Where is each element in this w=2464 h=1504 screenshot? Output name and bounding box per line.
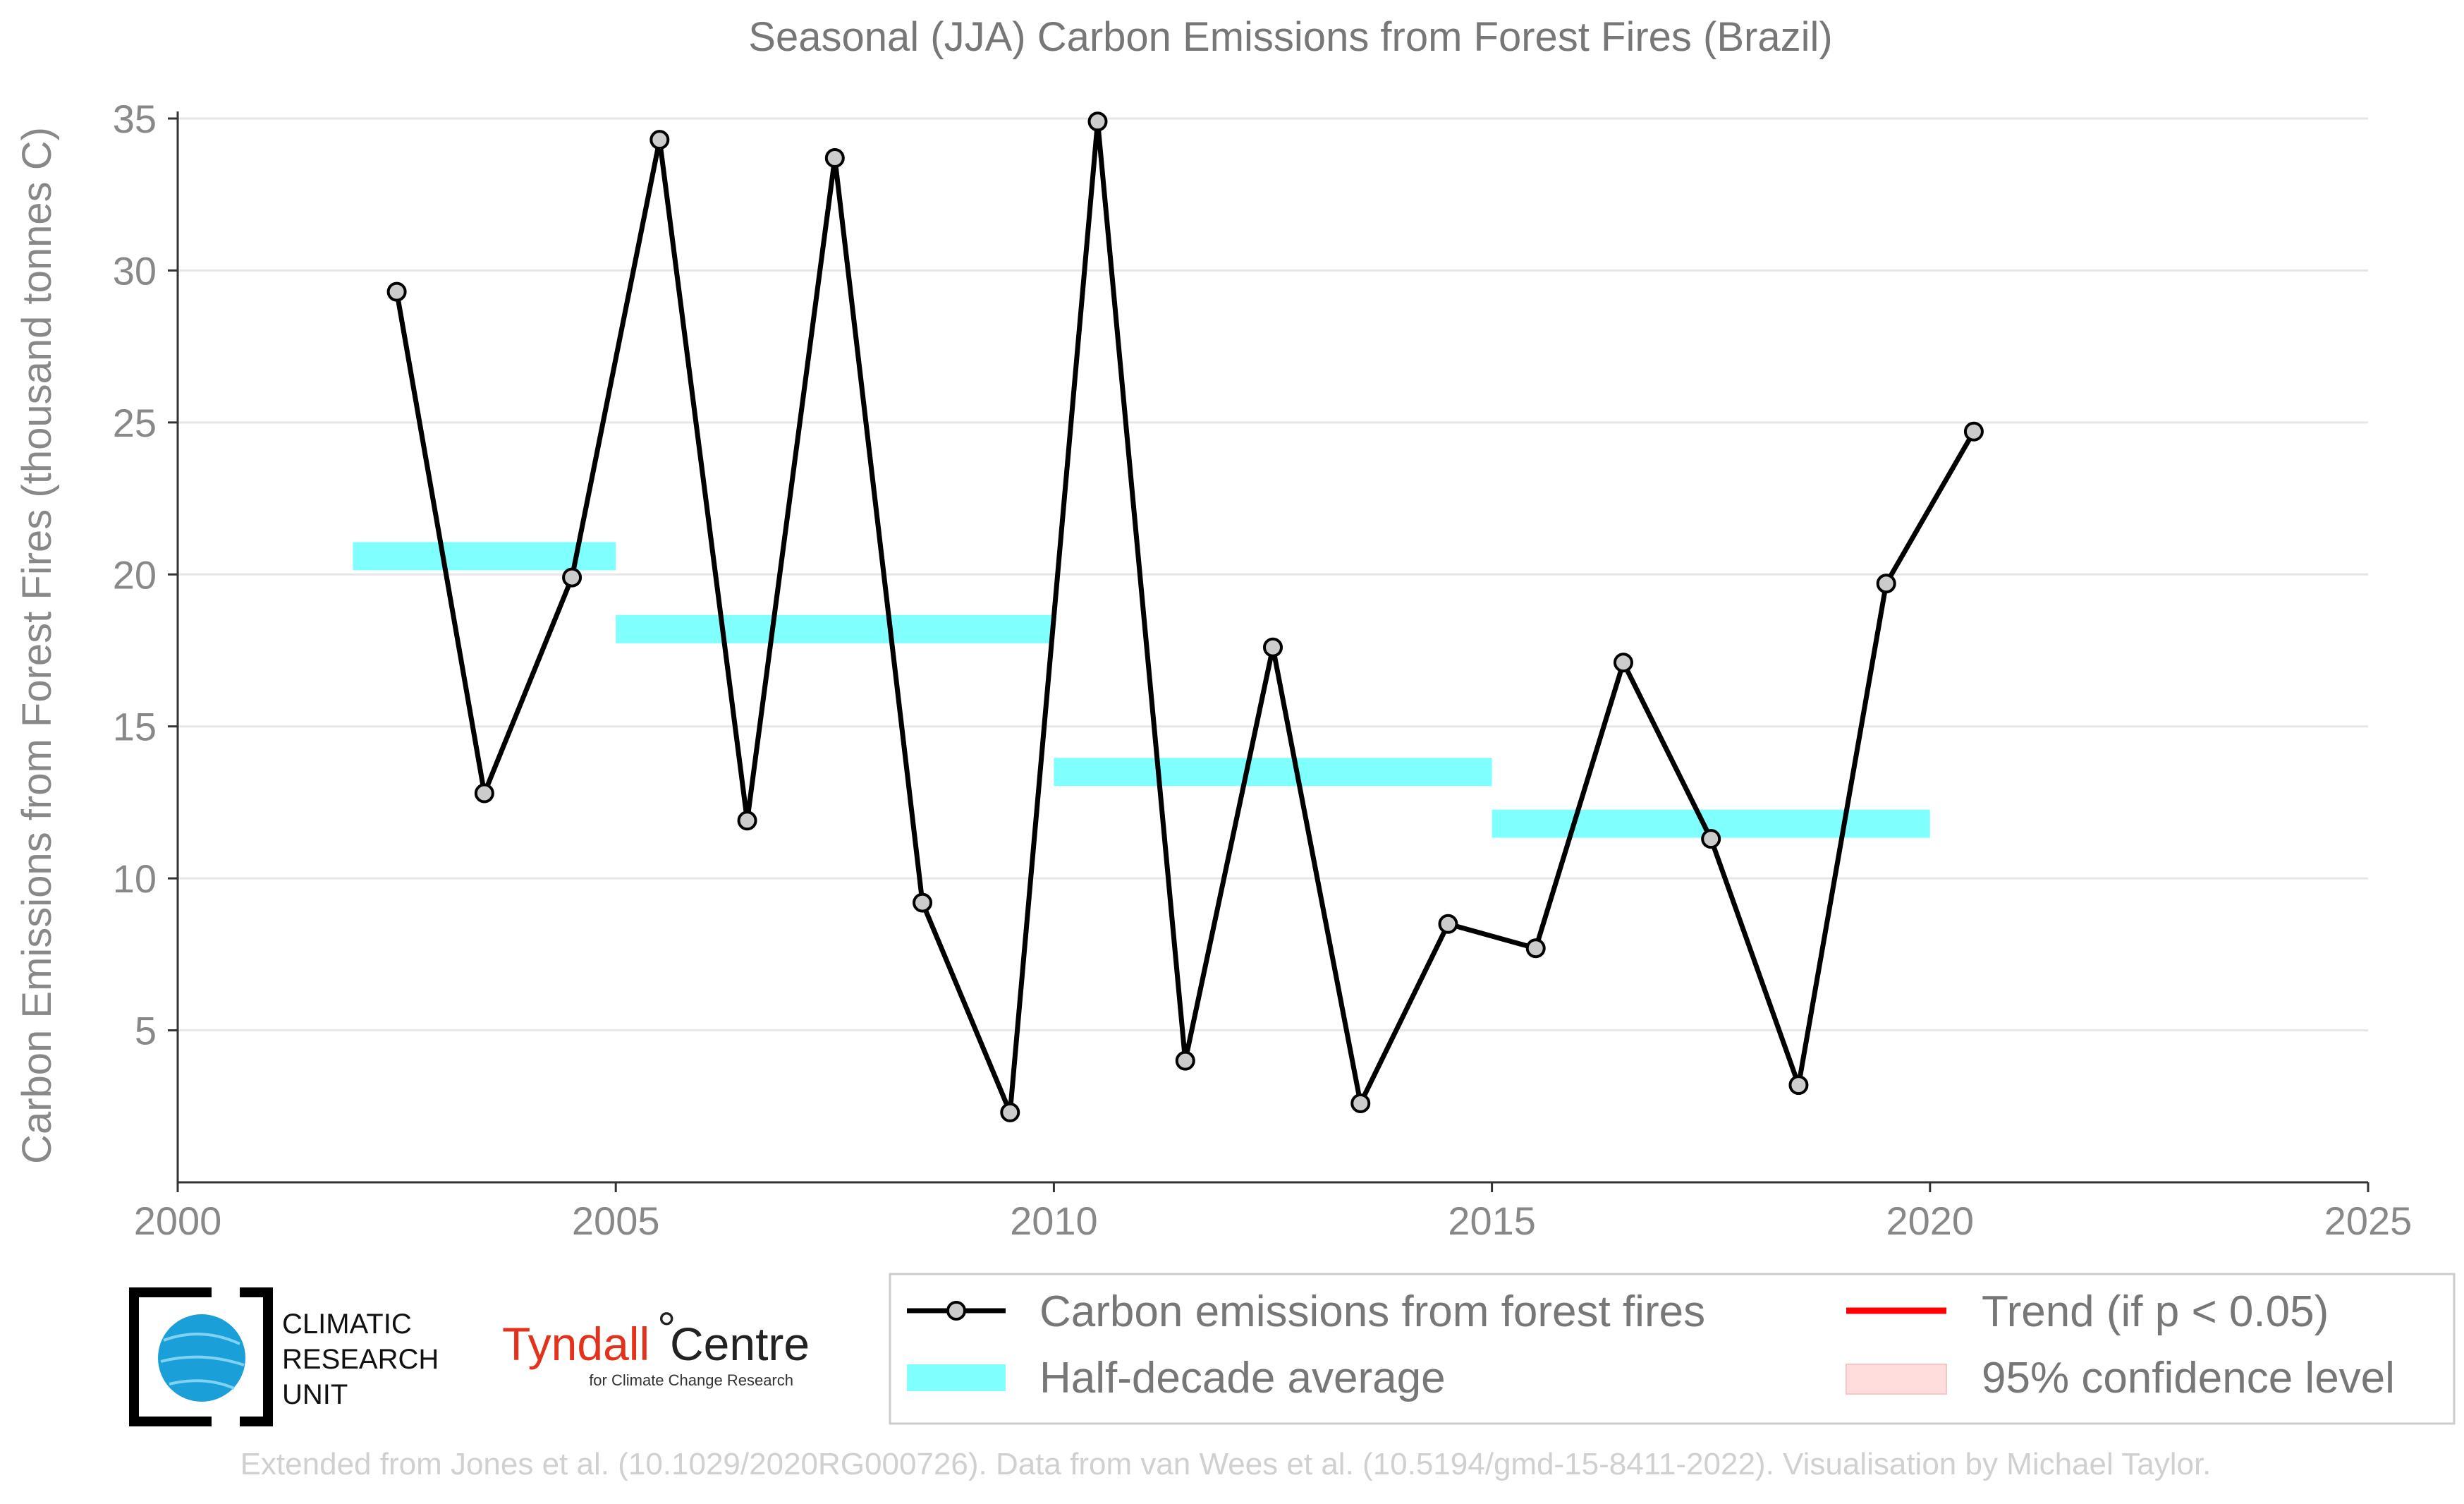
data-point xyxy=(562,567,583,588)
data-point xyxy=(1438,914,1458,934)
y-tick-label: 15 xyxy=(113,705,157,749)
half-decade-bands xyxy=(353,542,1930,838)
x-tick-label: 2020 xyxy=(1886,1199,1975,1243)
cru-logo-line3: UNIT xyxy=(282,1379,348,1410)
cru-logo-line2: RESEARCH xyxy=(282,1344,439,1375)
series-points xyxy=(386,111,1984,1122)
data-point xyxy=(1613,653,1633,673)
data-point xyxy=(737,811,757,831)
data-point xyxy=(1263,637,1283,657)
y-tick-label: 35 xyxy=(113,97,157,141)
chart-title: Seasonal (JJA) Carbon Emissions from For… xyxy=(748,14,1832,60)
data-point xyxy=(1963,421,1984,442)
legend-ci-swatch xyxy=(1846,1364,1947,1395)
legend-marker-swatch xyxy=(946,1301,966,1321)
cru-logo-line1: CLIMATIC xyxy=(282,1309,412,1340)
data-point xyxy=(649,130,670,150)
tyndall-logo-main: Tyndall xyxy=(502,1318,649,1370)
data-point xyxy=(1788,1075,1809,1096)
data-point xyxy=(1525,938,1546,959)
data-point xyxy=(824,148,845,169)
half-decade-bar xyxy=(616,614,1054,643)
tyndall-logo-sub: for Climate Change Research xyxy=(589,1371,793,1389)
y-tick-label: 5 xyxy=(135,1009,157,1053)
data-point xyxy=(1087,111,1108,132)
y-tick-label: 20 xyxy=(113,552,157,597)
y-axis-label: Carbon Emissions from Forest Fires (thou… xyxy=(14,127,60,1164)
cru-logo-bracket-right xyxy=(240,1287,273,1426)
data-point xyxy=(1350,1093,1371,1113)
tyndall-logo-degree: ° xyxy=(657,1302,676,1354)
x-tick-label: 2000 xyxy=(134,1199,222,1243)
y-tick-label: 25 xyxy=(113,401,157,445)
data-point xyxy=(1876,574,1896,594)
legend-label-trend: Trend (if p < 0.05) xyxy=(1982,1287,2329,1336)
y-tick-label: 30 xyxy=(113,248,157,293)
legend-label-emissions: Carbon emissions from forest fires xyxy=(1039,1287,1705,1336)
legend-label-half-decade: Half-decade average xyxy=(1039,1354,1446,1402)
half-decade-bar xyxy=(1054,758,1492,787)
cru-logo: CLIMATIC RESEARCH UNIT xyxy=(129,1287,439,1426)
tyndall-logo-centre: Centre xyxy=(670,1318,810,1370)
cru-logo-bracket xyxy=(129,1287,212,1426)
tyndall-logo: Tyndall ° Centre for Climate Change Rese… xyxy=(502,1302,810,1389)
legend-box xyxy=(889,1273,2456,1425)
data-point xyxy=(1175,1050,1195,1071)
data-point xyxy=(1000,1102,1020,1122)
x-tick-label: 2010 xyxy=(1010,1199,1098,1243)
legend-label-ci: 95% confidence level xyxy=(1982,1354,2395,1402)
gridlines xyxy=(178,117,2368,1032)
legend: Carbon emissions from forest fires Half-… xyxy=(889,1273,2456,1425)
data-point xyxy=(474,783,494,803)
footer-credit: Extended from Jones et al. (10.1029/2020… xyxy=(240,1447,2212,1481)
x-tick-label: 2015 xyxy=(1448,1199,1536,1243)
x-tick-label: 2025 xyxy=(2324,1199,2413,1243)
data-point xyxy=(913,892,933,913)
legend-band-swatch xyxy=(907,1364,1006,1391)
globe-icon-lines xyxy=(160,1333,245,1390)
x-tick-label: 2005 xyxy=(572,1199,660,1243)
y-tick-label: 10 xyxy=(113,856,157,901)
data-point xyxy=(1701,829,1721,849)
data-point xyxy=(386,281,407,302)
axes xyxy=(168,111,2370,1192)
